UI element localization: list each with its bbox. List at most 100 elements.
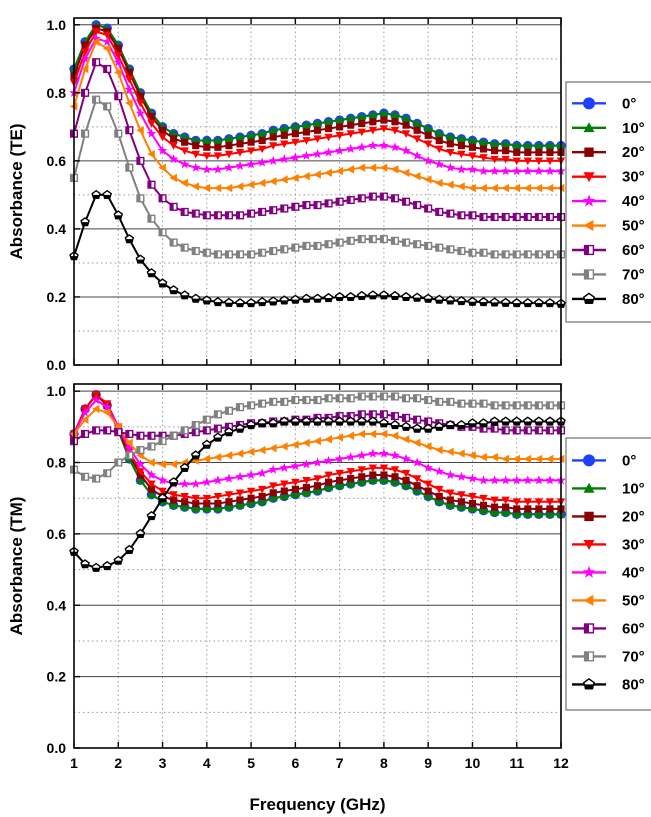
data-point <box>225 251 229 258</box>
data-point <box>225 498 233 506</box>
legend-item-80°: 80° <box>572 676 645 693</box>
data-point <box>312 149 323 159</box>
legend-marker <box>582 565 596 578</box>
legend-label: 50° <box>622 218 645 235</box>
data-point <box>401 145 411 155</box>
data-point <box>336 412 340 420</box>
data-point <box>423 462 433 472</box>
data-point <box>546 402 550 409</box>
data-point <box>368 110 378 119</box>
data-point <box>203 300 211 304</box>
data-point <box>380 410 384 418</box>
data-point <box>346 468 355 476</box>
data-point <box>180 132 189 141</box>
data-point <box>535 421 543 425</box>
chart-panel-te: 0.0 0.2 0.4 0.6 0.8 1.0 Absorbance (TE) 0° 10° 20… <box>7 17 651 373</box>
data-point <box>147 149 155 159</box>
data-point <box>257 485 267 494</box>
data-point <box>401 435 410 444</box>
data-point <box>81 222 89 226</box>
data-point <box>435 129 444 138</box>
data-point <box>490 496 499 505</box>
data-point <box>235 489 245 498</box>
data-point <box>269 423 277 427</box>
legend-marker <box>584 624 589 633</box>
series-60° <box>69 58 566 222</box>
legend-label: 50° <box>622 592 645 609</box>
data-point <box>511 166 522 176</box>
data-point <box>290 461 301 471</box>
data-point <box>114 428 119 436</box>
data-point <box>358 235 362 243</box>
data-point <box>103 28 111 36</box>
data-point <box>346 479 355 488</box>
data-point <box>236 140 244 148</box>
data-point <box>179 478 190 488</box>
data-point <box>545 141 555 149</box>
data-point <box>402 121 410 129</box>
data-point <box>534 141 544 149</box>
data-point <box>490 452 498 462</box>
data-point <box>314 242 318 250</box>
data-point <box>390 477 400 486</box>
data-point <box>347 121 355 129</box>
data-point <box>214 499 222 508</box>
data-point <box>302 137 311 145</box>
data-point <box>291 130 299 138</box>
data-point <box>336 394 340 402</box>
data-point <box>423 480 433 489</box>
data-point <box>479 145 488 153</box>
data-point <box>303 201 307 209</box>
data-point <box>246 147 256 155</box>
data-point <box>213 183 222 193</box>
data-point <box>490 139 499 148</box>
data-point <box>247 251 252 258</box>
x-tick-label: 11 <box>509 755 524 771</box>
data-point <box>136 92 144 100</box>
data-point <box>380 193 384 200</box>
y-tick-label: 0.2 <box>47 669 67 685</box>
data-point <box>246 469 256 480</box>
data-point <box>280 442 288 451</box>
data-point <box>368 140 378 150</box>
data-point <box>280 480 289 489</box>
data-point <box>214 410 218 418</box>
data-point <box>137 432 141 440</box>
data-point <box>413 482 421 490</box>
data-point <box>313 126 322 134</box>
data-point <box>236 211 241 219</box>
data-point <box>80 64 89 74</box>
data-point <box>257 145 267 154</box>
data-point <box>379 448 389 458</box>
data-point <box>379 464 389 473</box>
y-axis-title: Absorbance (TM) <box>7 497 26 636</box>
data-point <box>102 36 112 46</box>
legend-item-50°: 50° <box>572 218 645 235</box>
data-point <box>456 471 467 481</box>
data-point <box>523 454 532 464</box>
data-point <box>424 242 429 250</box>
legend-marker <box>583 540 595 550</box>
data-point <box>302 438 310 448</box>
data-point <box>291 122 300 131</box>
data-point <box>103 408 111 417</box>
data-point <box>246 159 256 169</box>
data-point <box>479 506 488 515</box>
y-tick-label: 0.2 <box>47 289 67 305</box>
data-point <box>257 129 267 138</box>
data-point <box>535 148 543 156</box>
data-point <box>380 116 388 124</box>
data-point <box>391 473 399 481</box>
data-point <box>335 433 343 442</box>
legend-item-60°: 60° <box>572 242 645 259</box>
data-point <box>490 508 499 516</box>
data-point <box>169 460 177 469</box>
legend-label: 60° <box>622 620 645 637</box>
data-point <box>402 198 407 206</box>
data-point <box>390 142 400 152</box>
data-point <box>457 142 465 150</box>
data-point <box>103 44 111 53</box>
data-point <box>103 566 111 570</box>
data-point <box>500 166 511 176</box>
